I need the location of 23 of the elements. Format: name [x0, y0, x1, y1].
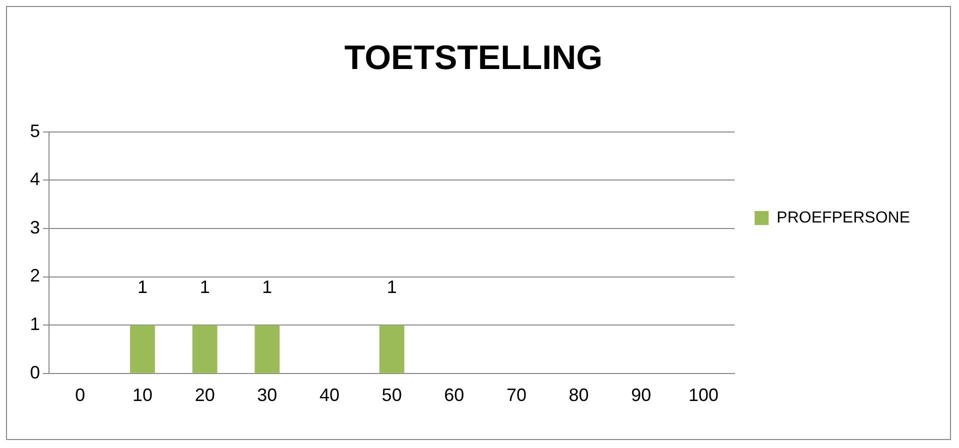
legend-label: PROEFPERSONE: [776, 209, 910, 226]
y-tick-label: 0: [30, 362, 40, 382]
x-tick-label: 0: [75, 385, 86, 406]
data-label: 1: [138, 277, 148, 298]
x-tick-label: 40: [319, 385, 340, 406]
x-tick-label: 20: [194, 385, 215, 406]
data-label: 1: [386, 277, 397, 298]
y-tick-label: 3: [30, 217, 40, 238]
y-tick-label: 4: [30, 169, 40, 190]
x-tick-label: 90: [631, 385, 652, 406]
data-label: 1: [200, 277, 210, 298]
x-tick-label: 100: [688, 385, 718, 406]
y-tick-label: 5: [30, 120, 40, 141]
x-tick-label: 80: [568, 385, 589, 406]
x-tick-label: 70: [506, 385, 526, 406]
x-tick-label: 30: [257, 385, 278, 406]
x-tick-label: 50: [382, 385, 402, 406]
x-tick-label: 60: [444, 385, 464, 406]
data-label: 1: [262, 277, 272, 298]
chart-title: TOETSTELLING: [344, 38, 603, 77]
x-tick-label: 10: [132, 385, 153, 406]
y-tick-label: 2: [30, 266, 40, 286]
y-tick-label: 1: [30, 314, 40, 334]
